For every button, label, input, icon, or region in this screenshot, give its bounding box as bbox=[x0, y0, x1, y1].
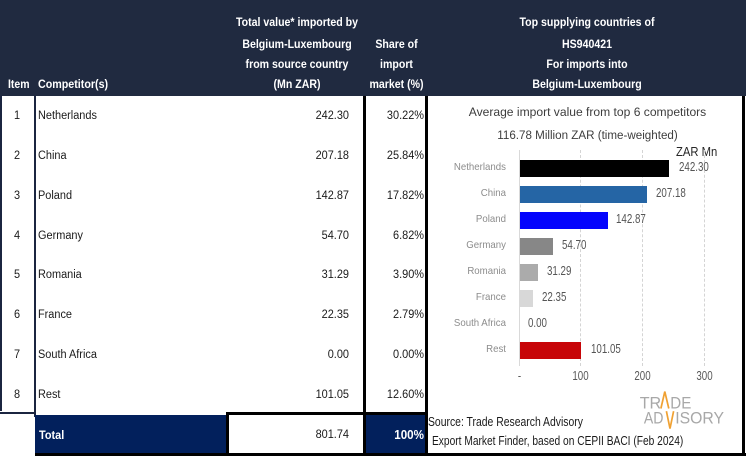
svg-text:AD: AD bbox=[644, 410, 664, 428]
svg-text:DE: DE bbox=[670, 394, 691, 412]
svg-text:ISORY: ISORY bbox=[675, 410, 724, 428]
svg-text:TR: TR bbox=[640, 394, 662, 412]
